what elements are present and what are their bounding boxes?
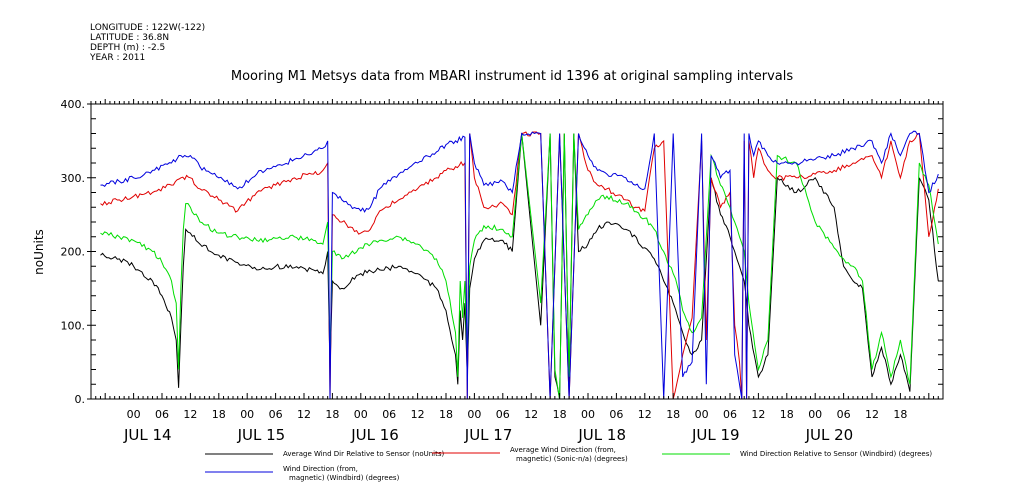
- day-tick-label: JUL 18: [577, 426, 626, 444]
- y-tick-label-1: 100.: [61, 319, 86, 332]
- y-tick-label-2: 200.: [61, 246, 86, 259]
- legend-label-3: Wind Direction Relative to Sensor (Windb…: [740, 450, 932, 458]
- hour-tick-label: 00: [354, 408, 368, 421]
- latitude-label: LATITUDE : 36.8N: [90, 33, 169, 43]
- legend: Average Wind Dir Relative to Sensor (noU…: [205, 446, 932, 482]
- hour-tick-label: 06: [382, 408, 396, 421]
- y-tick-label-4: 400.: [61, 98, 86, 111]
- hour-tick-label: 12: [865, 408, 879, 421]
- hour-tick-label: 12: [183, 408, 197, 421]
- legend-label-4-line2: magnetic) (Windbird) (degrees): [289, 474, 400, 482]
- hour-tick-label: 12: [297, 408, 311, 421]
- hour-tick-label: 12: [638, 408, 652, 421]
- day-tick-label: JUL 20: [805, 426, 854, 444]
- day-tick-label: JUL 17: [464, 426, 513, 444]
- hour-tick-label: 18: [553, 408, 567, 421]
- legend-label-2-line2: magnetic) (Sonic-n/a) (degrees): [516, 455, 628, 463]
- day-tick-label: JUL 16: [350, 426, 399, 444]
- hour-tick-label: 18: [325, 408, 339, 421]
- legend-label-2: Average Wind Direction (from,: [510, 446, 616, 454]
- hour-tick-label: 06: [269, 408, 283, 421]
- series-line-4: [100, 130, 939, 400]
- hour-tick-label: 18: [212, 408, 226, 421]
- hour-tick-label: 06: [723, 408, 737, 421]
- depth-label: DEPTH (m) : -2.5: [90, 43, 165, 53]
- hour-tick-label: 06: [155, 408, 169, 421]
- hour-tick-label: 18: [893, 408, 907, 421]
- hour-tick-label: 00: [240, 408, 254, 421]
- series-line-3: [100, 133, 939, 400]
- metadata-block: LONGITUDE : 122W(-122) LATITUDE : 36.8N …: [89, 23, 205, 63]
- y-tick-label-3: 300.: [61, 172, 86, 185]
- series-layer: [100, 130, 939, 400]
- series-line-1: [100, 133, 939, 400]
- hour-tick-label: 12: [751, 408, 765, 421]
- hour-tick-label: 00: [808, 408, 822, 421]
- day-tick-label: JUL 15: [237, 426, 286, 444]
- hour-tick-label: 00: [127, 408, 141, 421]
- hour-tick-label: 18: [780, 408, 794, 421]
- hour-tick-label: 06: [609, 408, 623, 421]
- hour-tick-label: 06: [837, 408, 851, 421]
- hour-tick-label: 06: [496, 408, 510, 421]
- hour-tick-label: 18: [439, 408, 453, 421]
- hour-tick-label: 18: [666, 408, 680, 421]
- axes-layer: 0. 100. 200. 300. 400. 00 06 12 18 JUL 14 00 06 12 18…: [61, 98, 944, 444]
- chart-title: Mooring M1 Metsys data from MBARI instru…: [231, 69, 793, 84]
- hour-tick-label: 00: [467, 408, 481, 421]
- legend-label-4: Wind Direction (from,: [283, 465, 358, 473]
- hour-tick-label: 00: [695, 408, 709, 421]
- legend-label-1: Average Wind Dir Relative to Sensor (noU…: [283, 450, 444, 458]
- hour-tick-label: 12: [524, 408, 538, 421]
- hour-tick-label: 12: [411, 408, 425, 421]
- plot-frame: [90, 103, 944, 400]
- hour-tick-label: 00: [581, 408, 595, 421]
- day-tick-label: JUL 14: [123, 426, 172, 444]
- series-line-2: [100, 131, 939, 400]
- longitude-label: LONGITUDE : 122W(-122): [90, 23, 205, 33]
- year-label: YEAR : 2011: [89, 53, 145, 63]
- y-tick-label-0: 0.: [75, 393, 86, 406]
- y-axis-label: noUnits: [32, 229, 46, 275]
- day-tick-label: JUL 19: [691, 426, 740, 444]
